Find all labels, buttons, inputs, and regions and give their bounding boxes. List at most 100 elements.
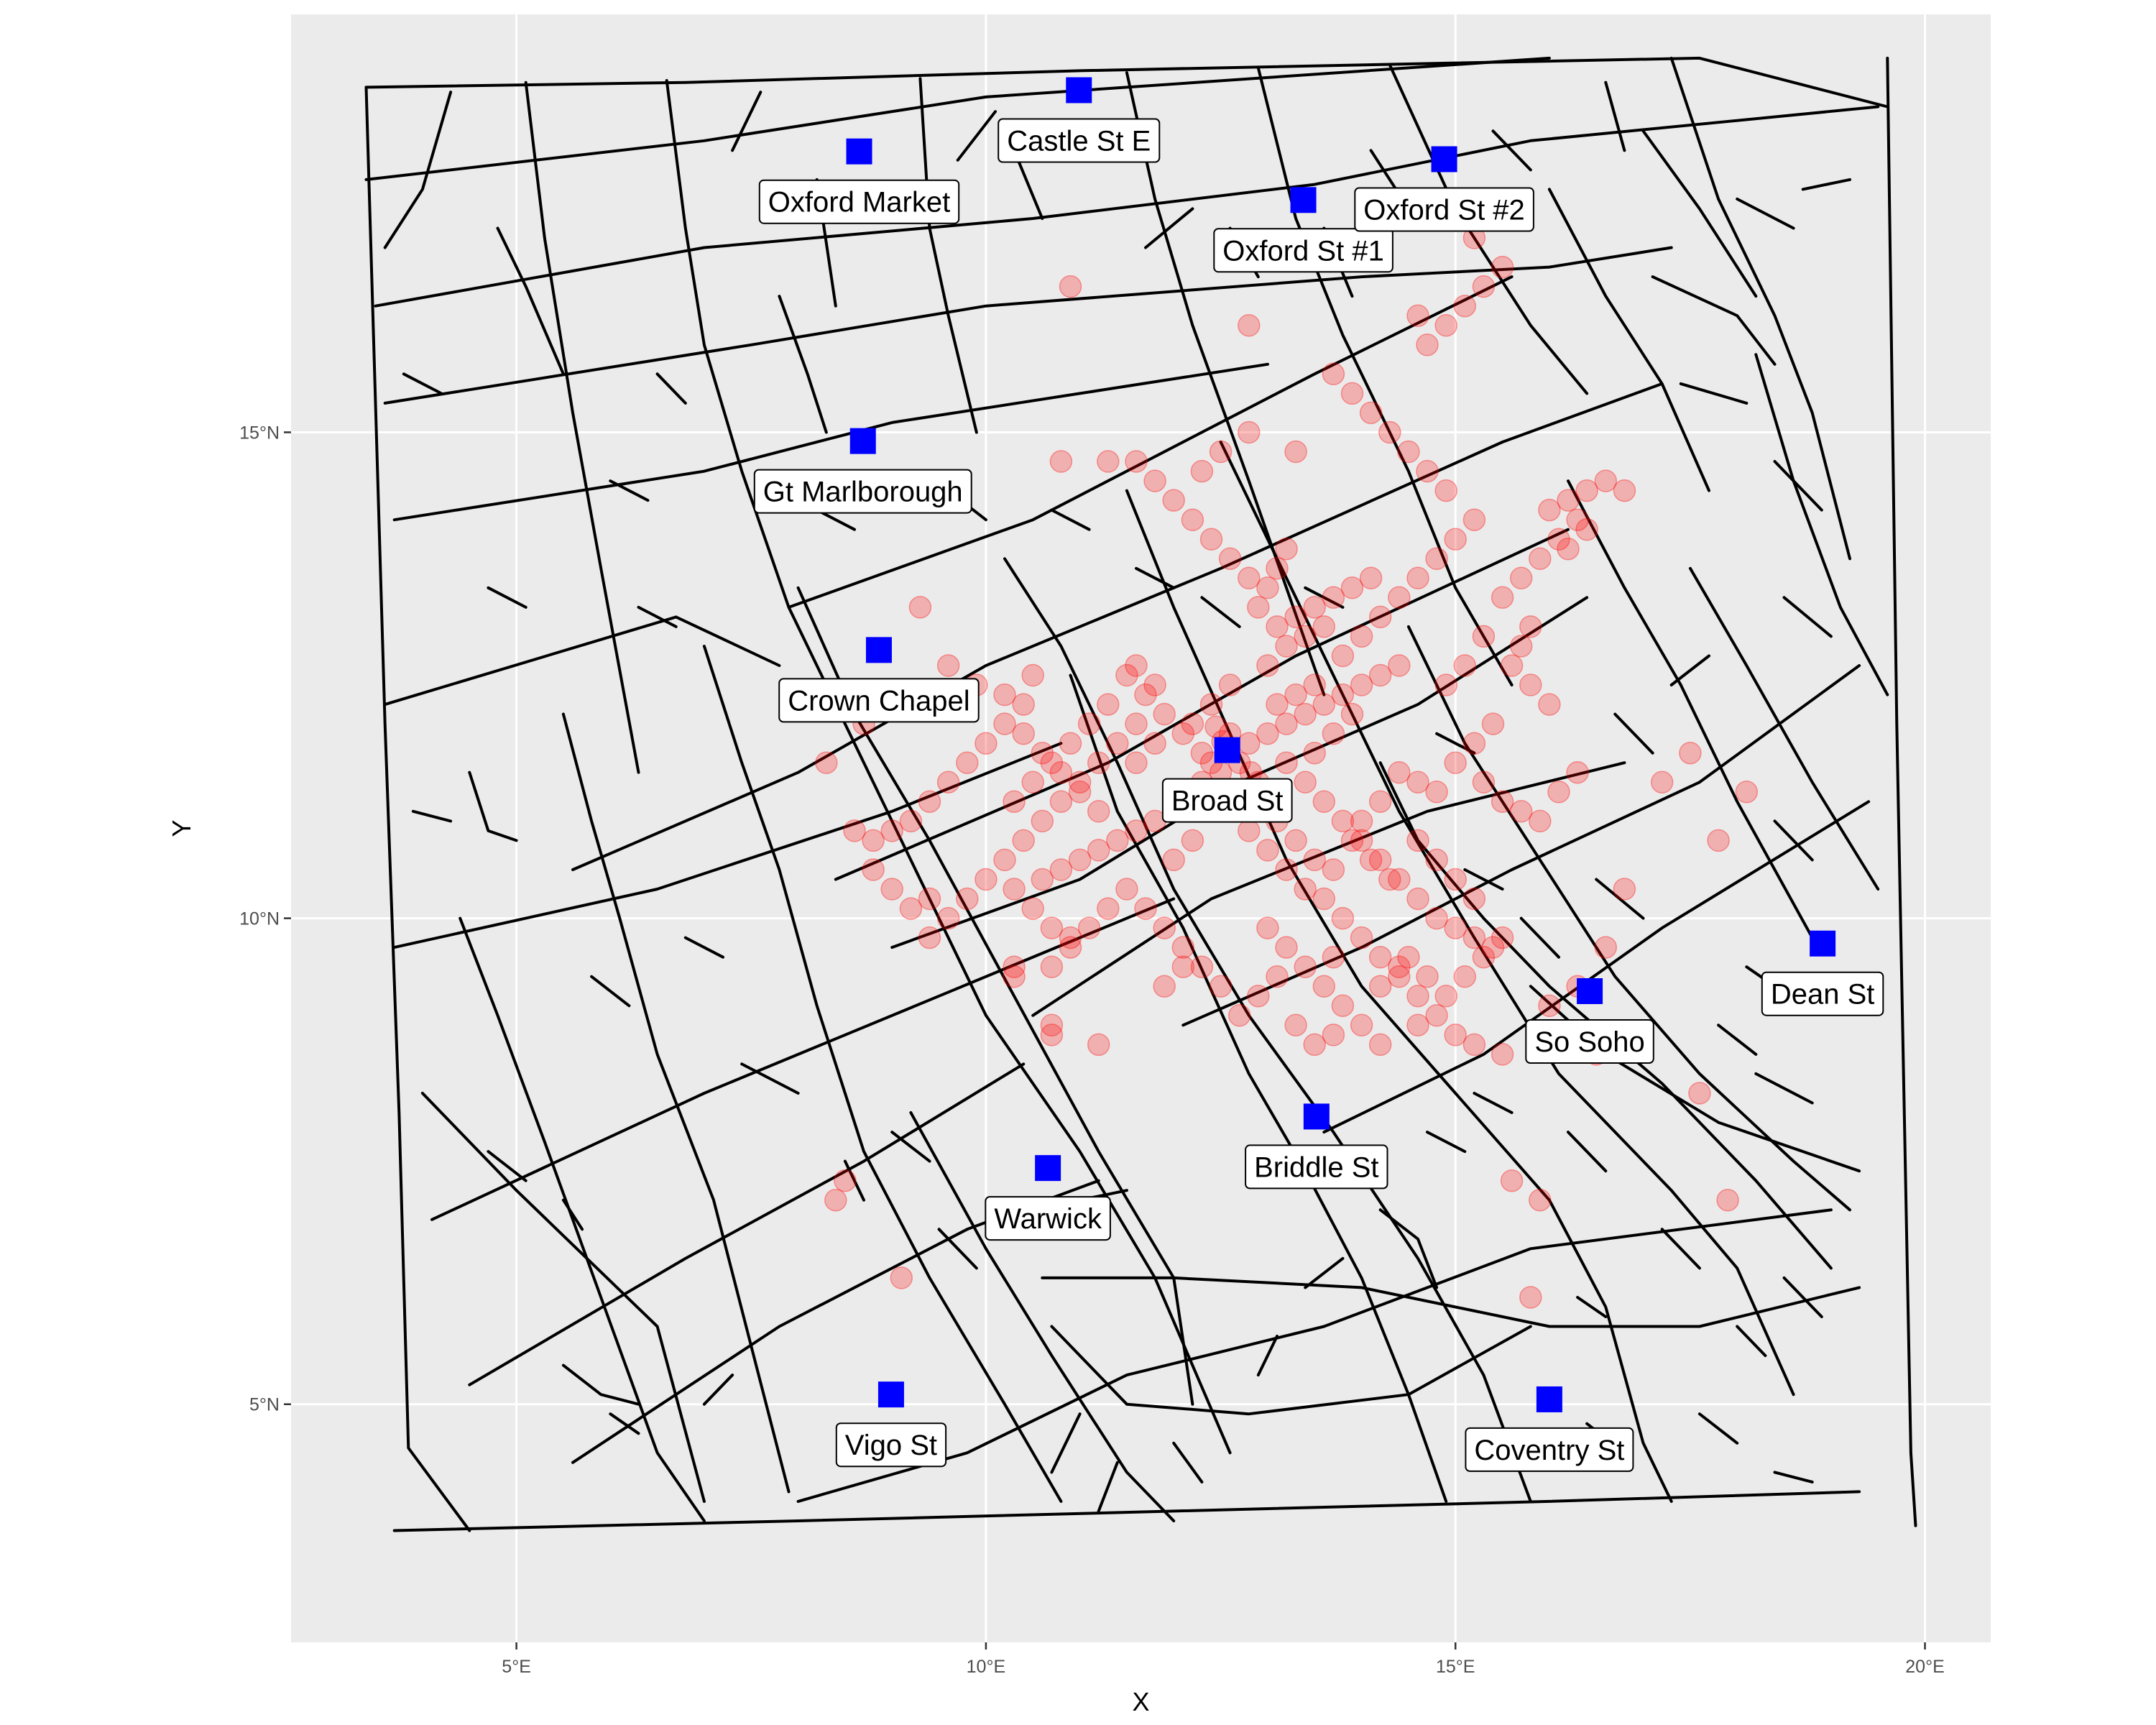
death-point — [1406, 985, 1429, 1008]
street-line — [1576, 1296, 1608, 1318]
street-line — [1491, 129, 1532, 172]
street-line — [655, 372, 687, 405]
death-point — [1256, 722, 1279, 745]
death-point — [1350, 625, 1373, 648]
pump-marker — [1303, 1103, 1330, 1130]
street-line — [1567, 479, 1814, 939]
street-line — [1069, 673, 1448, 1503]
death-point — [1143, 469, 1166, 492]
death-point — [1434, 985, 1457, 1008]
street-line — [1679, 382, 1749, 405]
death-point — [1322, 362, 1345, 386]
death-point — [1031, 868, 1054, 891]
street-line — [1641, 129, 1758, 298]
death-point — [1312, 887, 1336, 911]
street-line — [1041, 1276, 1861, 1328]
street-line — [1754, 353, 1889, 696]
pump-label: Vigo St — [835, 1422, 947, 1468]
death-point — [1068, 770, 1092, 794]
death-point — [1275, 537, 1298, 561]
death-point — [1519, 673, 1542, 696]
death-point — [1509, 800, 1533, 823]
death-point — [1218, 547, 1242, 571]
x-tick-label: 20°E — [1905, 1657, 1944, 1677]
death-point — [1594, 936, 1618, 959]
death-point — [1294, 702, 1317, 726]
street-line — [561, 712, 791, 1494]
death-point — [1509, 566, 1533, 590]
street-line — [1125, 71, 1326, 696]
street-line — [487, 586, 528, 609]
death-point — [1444, 1024, 1467, 1046]
street-line — [683, 936, 724, 959]
street-line — [909, 1111, 1176, 1522]
street-line — [1003, 557, 1532, 1503]
death-point — [1368, 790, 1392, 814]
death-point — [1444, 916, 1467, 939]
street-line — [1688, 566, 1880, 891]
death-point — [1153, 916, 1176, 939]
death-point — [1322, 1024, 1345, 1046]
death-point — [1143, 673, 1166, 696]
street-line — [637, 605, 678, 628]
street-line — [1219, 441, 1795, 1397]
death-point — [1275, 712, 1298, 735]
street-line — [1256, 1335, 1279, 1377]
pump-label-box — [1354, 187, 1534, 232]
death-point — [815, 751, 838, 774]
death-point — [1453, 965, 1477, 988]
street-line — [1435, 732, 1476, 755]
death-point — [1125, 751, 1148, 774]
street-line — [1782, 1276, 1823, 1318]
death-point — [1021, 770, 1044, 794]
death-point — [1284, 829, 1307, 852]
death-point — [1566, 508, 1589, 531]
death-point — [1331, 683, 1355, 707]
death-point — [1068, 781, 1092, 804]
death-point — [1350, 673, 1373, 696]
death-point — [1134, 683, 1157, 707]
pump-marker — [849, 428, 876, 454]
death-point — [1247, 985, 1270, 1008]
death-point — [1575, 479, 1598, 502]
street-line — [1304, 586, 1345, 609]
pump-marker — [1290, 187, 1317, 213]
death-point — [1162, 489, 1185, 512]
pump-label-box — [778, 678, 980, 723]
street-line — [1050, 1412, 1082, 1474]
death-point — [1097, 450, 1120, 473]
death-point — [1284, 440, 1307, 464]
street-line — [609, 1412, 640, 1435]
death-point — [1462, 887, 1486, 911]
death-point — [1406, 770, 1429, 794]
death-point — [1125, 654, 1148, 677]
pump-markers — [846, 77, 1836, 1412]
death-point — [1275, 751, 1298, 774]
street-line — [364, 56, 1551, 181]
death-point — [918, 790, 941, 814]
death-point — [1331, 644, 1355, 668]
death-point — [1031, 809, 1054, 833]
death-point — [1087, 751, 1110, 774]
death-point — [1256, 576, 1279, 599]
death-point — [1453, 654, 1477, 677]
street-line — [1697, 1412, 1739, 1445]
street-line — [364, 86, 471, 1532]
y-tick-label: 10°N — [239, 909, 280, 929]
pump-label-box — [758, 179, 960, 224]
death-point — [1416, 965, 1439, 988]
death-point — [1303, 673, 1326, 696]
pump-label-box — [998, 118, 1161, 163]
death-point — [1388, 965, 1411, 988]
street-line — [392, 362, 1269, 522]
death-point — [1425, 547, 1448, 571]
death-point — [1190, 741, 1214, 765]
street-line — [1406, 625, 1851, 1212]
street-line — [364, 56, 1889, 109]
death-point — [1529, 809, 1552, 833]
death-point — [1472, 625, 1496, 648]
death-point — [1416, 334, 1439, 356]
death-point — [1218, 673, 1242, 696]
pump-label-box — [835, 1422, 947, 1468]
death-point — [1557, 537, 1580, 561]
